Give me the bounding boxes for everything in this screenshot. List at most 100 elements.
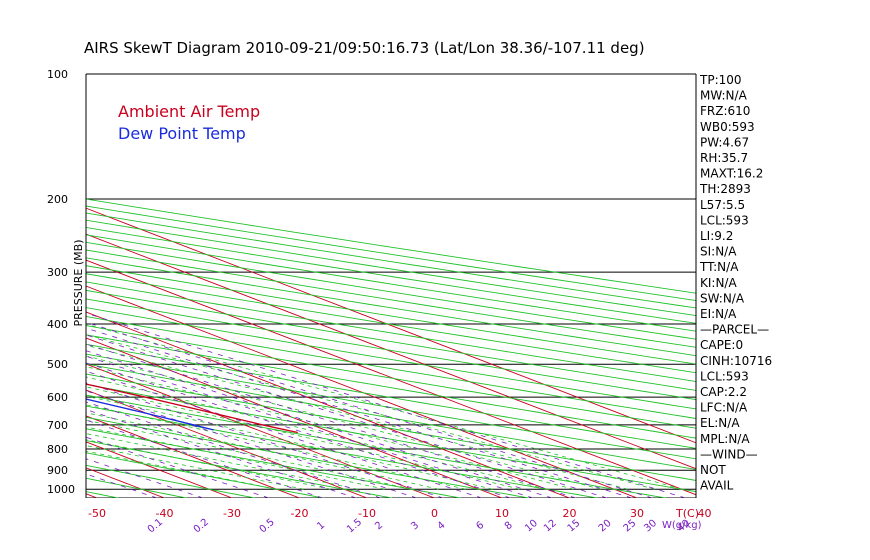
mixing-ratio-tick-label: 6 (474, 520, 486, 533)
isotherm-line (86, 259, 696, 496)
index-item: —WIND— (700, 447, 758, 461)
index-item: AVAIL (700, 479, 734, 493)
bottom-temp-tick-label: 10 (495, 507, 509, 520)
index-item: TH:2893 (699, 182, 751, 196)
moist-adiabat-line (86, 433, 358, 490)
bottom-temp-tick-label: -40 (156, 507, 174, 520)
isotherm-line (86, 415, 300, 498)
mixing-ratio-line (86, 350, 553, 498)
mixing-ratio-tick-label: 12 (542, 518, 559, 535)
index-item: WB0:593 (700, 120, 755, 134)
index-item: CAPE:0 (700, 338, 743, 352)
mixing-ratio-tick-label: 30 (642, 518, 659, 535)
dry-adiabat-line (86, 491, 119, 498)
index-item: LI:9.2 (700, 229, 733, 243)
dry-adiabat-line (86, 353, 696, 460)
dry-adiabat-line (86, 440, 392, 498)
y-axis-title: PRESSURE (MB) (72, 240, 85, 327)
pressure-tick-label: 600 (47, 391, 68, 404)
pressure-tick-label: 900 (47, 464, 68, 477)
index-item: LFC:N/A (700, 401, 748, 415)
pressure-tick-label: 500 (47, 358, 68, 371)
isotherm-line (86, 233, 696, 470)
mixing-ratio-line (86, 382, 444, 498)
dry-adiabat-line (86, 316, 696, 419)
bottom-temp-tick-label: 0 (431, 507, 438, 520)
mixing-ratio-line (86, 312, 686, 498)
dry-adiabat-line (86, 241, 696, 340)
bottom-temp-tick-label: -50 (88, 507, 106, 520)
mixing-ratio-unit-label: W(g/kg) (662, 520, 702, 531)
moist-adiabat-line (86, 366, 574, 490)
dry-adiabat-line (86, 416, 529, 498)
moist-adiabat-line (86, 412, 439, 490)
bottom-temp-tick-label: -20 (291, 507, 309, 520)
mixing-ratio-tick-label: 4 (436, 520, 448, 533)
isotherm-line (86, 337, 503, 498)
dry-adiabat-line (86, 234, 696, 332)
mixing-ratio-tick-label: 2 (373, 520, 385, 533)
isotherm-line (86, 389, 368, 498)
index-item: FRZ:610 (700, 104, 750, 118)
isotherm-line (86, 285, 638, 498)
dry-adiabat-line (86, 373, 696, 481)
dry-adiabat-line (86, 334, 696, 439)
legend-dew-point: Dew Point Temp (118, 124, 246, 143)
index-item: TT:N/A (699, 260, 739, 274)
index-item: LCL:593 (700, 213, 749, 227)
dry-adiabat-line (86, 289, 696, 391)
mixing-ratio-tick-label: 3 (409, 520, 421, 533)
air-temp-profile (86, 383, 298, 434)
index-item: TP:100 (699, 73, 742, 87)
index-item: RH:35.7 (700, 151, 748, 165)
index-item: SW:N/A (700, 291, 745, 305)
index-item: LCL:593 (700, 369, 749, 383)
moist-adiabat-line (86, 334, 655, 490)
pressure-tick-label: 800 (47, 443, 68, 456)
index-item: MPL:N/A (700, 432, 750, 446)
index-item: CINH:10716 (700, 354, 772, 368)
pressure-tick-label: 700 (47, 419, 68, 432)
bottom-temp-tick-label: 40 (698, 507, 712, 520)
isotherm-line (0, 74, 30, 498)
mixing-ratio-line (86, 436, 269, 498)
index-item: MAXT:16.2 (700, 167, 763, 181)
mixing-ratio-line (86, 362, 511, 498)
dry-adiabat-line (86, 219, 696, 317)
mixing-ratio-line (86, 370, 483, 498)
bottom-temp-tick-label: 20 (563, 507, 577, 520)
mixing-ratio-line (86, 355, 534, 498)
chart-title: AIRS SkewT Diagram 2010-09-21/09:50:16.7… (84, 39, 645, 57)
index-item: EI:N/A (700, 307, 737, 321)
mixing-ratio-line (86, 401, 381, 498)
dry-adiabat-line (0, 74, 50, 498)
isotherm-line (86, 311, 570, 498)
bottom-temp-tick-label: 30 (630, 507, 644, 520)
mixing-ratio-tick-label: 8 (503, 520, 515, 533)
isotherm-line (86, 363, 435, 498)
dry-adiabat-line (86, 428, 461, 498)
moist-adiabat-line (86, 344, 628, 490)
mixing-ratio-tick-label: 1 (315, 520, 327, 533)
dry-adiabat-line (86, 405, 598, 498)
x-axis-unit-label: T(C) (675, 507, 699, 520)
index-item: SI:N/A (700, 245, 737, 259)
chart-legend: Ambient Air Temp Dew Point Temp (118, 102, 260, 143)
dry-adiabat-line (86, 343, 696, 449)
index-item: —PARCEL— (700, 323, 769, 337)
dew-point-profile (86, 398, 214, 431)
dry-adiabat-line (86, 464, 256, 498)
index-item: NOT (700, 463, 726, 477)
axis-labels: 1002003004005006007008009001000-120-110-… (47, 68, 712, 535)
index-item: PW:4.67 (700, 135, 749, 149)
pressure-tick-label: 1000 (47, 483, 75, 496)
dry-adiabat-line (86, 452, 324, 498)
pressure-tick-label: 400 (47, 318, 68, 331)
index-item: MW:N/A (700, 89, 748, 103)
mixing-ratio-tick-label: 15 (566, 518, 583, 535)
index-item: KI:N/A (700, 276, 737, 290)
plot-frame (85, 73, 697, 498)
index-item: L57:5.5 (700, 198, 745, 212)
